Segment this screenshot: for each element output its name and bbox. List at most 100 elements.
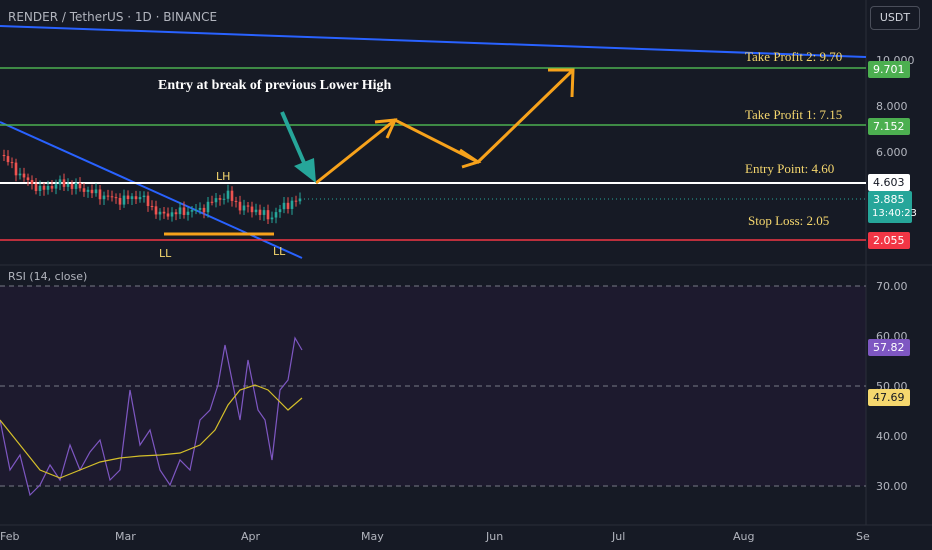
candle-body [186, 211, 190, 215]
candle-body [6, 156, 10, 163]
candle-body [214, 198, 218, 203]
candle-body [30, 180, 34, 184]
upper-trendline[interactable] [0, 25, 867, 58]
candle-body [262, 210, 266, 215]
last-price-tag: 3.885 13:40:23 [868, 191, 917, 223]
candle-body [210, 201, 214, 203]
candle-body [246, 205, 250, 207]
entry-point-label: Entry Point: 4.60 [745, 161, 835, 176]
candle-body [130, 196, 134, 200]
candle-body [66, 184, 70, 187]
candle-body [226, 190, 230, 199]
arrow-head-2 [459, 148, 482, 169]
symbol-title[interactable]: RENDER / TetherUS · 1D · BINANCE [8, 10, 218, 24]
candle-body [126, 195, 130, 200]
rsi-line[interactable] [0, 336, 303, 497]
candle-body [78, 183, 82, 189]
candle-body [154, 206, 158, 215]
candle-body [82, 188, 86, 192]
candle-body [254, 209, 258, 213]
candle-body [2, 155, 6, 157]
take-profit-2-label: Take Profit 2: 9.70 [745, 49, 843, 64]
stop-price-tag: 2.055 [868, 232, 910, 249]
candle-body [178, 207, 182, 215]
candle-body [234, 200, 238, 202]
candle-body [158, 211, 162, 215]
candle-body [58, 179, 62, 185]
rsi-tick-70: 70.00 [876, 280, 908, 293]
candle-body [86, 189, 90, 192]
entry-arrow-shaft [280, 111, 307, 166]
candle-body [122, 195, 126, 205]
candle-body [250, 206, 254, 213]
projected-path[interactable] [315, 68, 575, 185]
candle-body [18, 173, 22, 176]
last-price-value: 3.885 [873, 193, 905, 206]
candle-body [170, 212, 174, 217]
candle-body [134, 196, 138, 200]
rsi-ma-line[interactable] [0, 384, 303, 479]
candle-body [238, 201, 242, 211]
candle-body [298, 198, 302, 202]
candle-body [50, 186, 54, 189]
time-tick-aug: Aug [733, 530, 754, 543]
rsi-ma-value-tag: 47.69 [868, 389, 910, 406]
candle-body [38, 185, 42, 191]
lower-low-marker-1: LL [159, 247, 172, 260]
candle-body [286, 202, 290, 209]
time-tick-jul: Jul [611, 530, 625, 543]
candle-body [90, 189, 94, 194]
currency-button[interactable]: USDT [870, 6, 920, 30]
candle-body [114, 197, 118, 199]
time-tick-mar: Mar [115, 530, 136, 543]
candle-body [174, 212, 178, 215]
candle-body [282, 202, 286, 210]
candle-body [94, 189, 98, 194]
candle-body [274, 212, 278, 218]
candle-body [294, 200, 298, 202]
candle-body [278, 209, 282, 213]
time-tick-jun: Jun [485, 530, 503, 543]
time-tick-may: May [361, 530, 384, 543]
candle-body [270, 217, 274, 220]
candle-body [206, 201, 210, 213]
candle-body [194, 209, 198, 211]
candle-body [26, 177, 30, 181]
rsi-indicator-label[interactable]: RSI (14, close) [8, 270, 88, 283]
candle-body [74, 183, 78, 189]
candle-body [46, 186, 50, 190]
rsi-tick-40: 40.00 [876, 430, 908, 443]
candle-body [98, 189, 102, 200]
candle-body [14, 162, 18, 176]
candle-body [218, 198, 222, 200]
time-tick-feb: Feb [0, 530, 19, 543]
bar-countdown: 13:40:23 [872, 208, 917, 219]
candle-body [182, 207, 186, 215]
candle-body [70, 184, 74, 189]
candle-body [22, 173, 26, 178]
candle-body [54, 184, 58, 189]
arrow-head-3 [548, 68, 575, 98]
candle-body [146, 195, 150, 207]
candle-body [242, 205, 246, 211]
candle-body [266, 210, 270, 220]
candle-body [198, 207, 202, 210]
time-tick-apr: Apr [241, 530, 261, 543]
price-pane[interactable] [0, 0, 866, 265]
price-candles [2, 149, 302, 224]
candle-body [102, 195, 106, 200]
time-tick-sep: Se [856, 530, 870, 543]
entry-price-tag: 4.603 [868, 174, 910, 191]
stop-loss-label: Stop Loss: 2.05 [748, 213, 830, 228]
candle-body [202, 207, 206, 213]
candle-body [110, 196, 114, 198]
candle-body [138, 197, 142, 200]
candle-body [166, 213, 170, 217]
candle-body [10, 162, 14, 164]
take-profit-1-label: Take Profit 1: 7.15 [745, 107, 843, 122]
lower-high-marker: LH [216, 170, 231, 183]
rsi-value-tag: 57.82 [868, 339, 910, 356]
lower-low-marker-2: LL [273, 245, 286, 258]
entry-arrow-head [294, 158, 316, 183]
